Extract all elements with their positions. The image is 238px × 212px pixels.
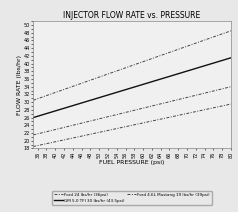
GM 5.0 TFI 30 lbs/hr (43.5psi) bbox=[153, 80, 156, 82]
Line: GM 5.0 TFI 30 lbs/hr (43.5psi): GM 5.0 TFI 30 lbs/hr (43.5psi) bbox=[33, 58, 231, 118]
Ford 4.6L Mustang 19 lbs/hr (39psi) bbox=[211, 90, 214, 92]
Ford 24 lbs/hr (36psi) bbox=[211, 36, 214, 39]
Ford 4.6L Mustang 19 lbs/hr (39psi) bbox=[229, 85, 232, 88]
GM 5.0 TFI 30 lbs/hr (43.5psi) bbox=[149, 81, 152, 84]
GM 5.0 TFI 30 lbs/hr (43.5psi) bbox=[32, 116, 35, 119]
Ford 4.6L Mustang 19 lbs/hr (39psi) bbox=[153, 104, 156, 107]
Ford 24 lbs/hr (36psi) bbox=[229, 29, 232, 32]
GM 5.0 TFI 30 lbs/hr (43.5psi) bbox=[229, 57, 232, 59]
Ford 4.6L Mustang 19 lbs/hr (39psi) bbox=[149, 105, 152, 108]
GM 5.0 TFI 30 lbs/hr (43.5psi) bbox=[149, 81, 152, 83]
GM 5.0 TFI 30 lbs/hr (43.5psi) bbox=[33, 116, 35, 119]
Ford 24 lbs/hr (36psi) bbox=[149, 58, 152, 60]
Line: Ford 4.6L Mustang 19 lbs/hr (39psi): Ford 4.6L Mustang 19 lbs/hr (39psi) bbox=[33, 87, 231, 135]
Legend: Ford 24 lbs/hr (36psi), GM 5.0 TFI 30 lbs/hr (43.5psi), Ford 4.6L Mustang 19 lbs: Ford 24 lbs/hr (36psi), GM 5.0 TFI 30 lb… bbox=[52, 191, 212, 205]
Line: Ford 24 lbs/hr (36psi): Ford 24 lbs/hr (36psi) bbox=[33, 31, 231, 100]
Ford 4.6L Mustang 19 lbs/hr (39psi) bbox=[32, 134, 35, 136]
X-axis label: FUEL PRESSURE (psi): FUEL PRESSURE (psi) bbox=[99, 159, 165, 165]
Ford 4.6L Mustang 19 lbs/hr (39psi) bbox=[33, 134, 35, 136]
Ford 24 lbs/hr (36psi) bbox=[33, 99, 35, 101]
Ford 4.6L Mustang 19 lbs/hr (39psi) bbox=[149, 105, 152, 107]
Ford 4.6L Mustang 19 lbs/hr (39psi) bbox=[198, 93, 201, 96]
GM 5.0 TFI 30 lbs/hr (43.5psi) bbox=[198, 66, 201, 68]
Ford 24 lbs/hr (36psi) bbox=[198, 40, 201, 43]
Ford 24 lbs/hr (36psi) bbox=[149, 58, 152, 60]
Ford 24 lbs/hr (36psi) bbox=[32, 99, 35, 102]
GM 5.0 TFI 30 lbs/hr (43.5psi) bbox=[211, 62, 214, 65]
Ford 24 lbs/hr (36psi) bbox=[153, 56, 156, 59]
Y-axis label: FLOW RATE (lbs/hr): FLOW RATE (lbs/hr) bbox=[17, 55, 22, 115]
Title: INJECTOR FLOW RATE vs. PRESSURE: INJECTOR FLOW RATE vs. PRESSURE bbox=[64, 11, 201, 20]
